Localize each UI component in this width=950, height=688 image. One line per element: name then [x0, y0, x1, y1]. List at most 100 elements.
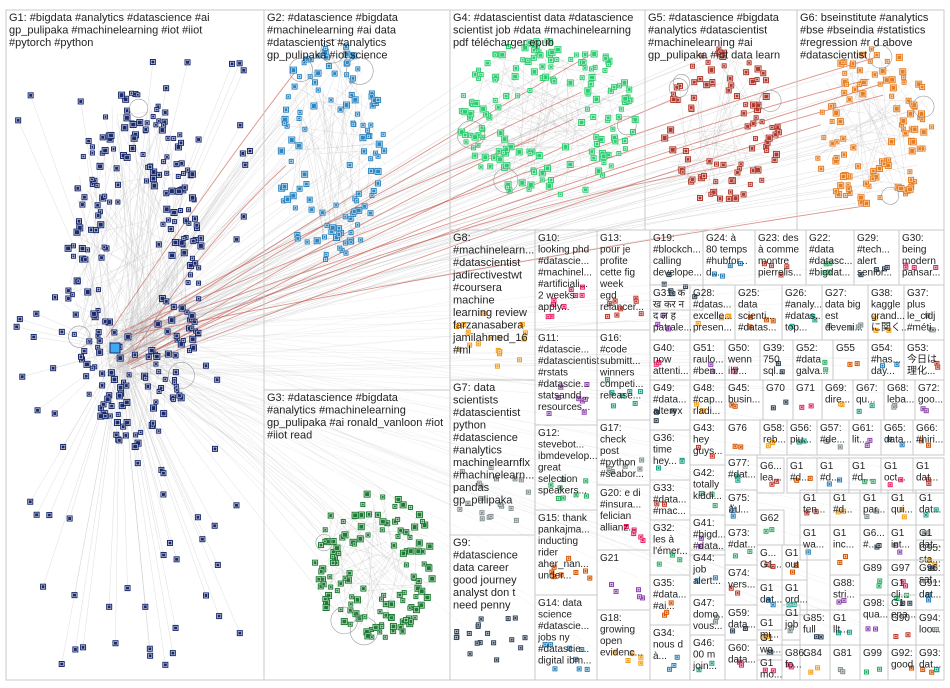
node-fill [124, 433, 128, 437]
edge [362, 544, 397, 615]
edge [340, 66, 348, 179]
group-label: pansar... [902, 268, 940, 279]
node-fill [585, 495, 588, 498]
group-label: G76 [728, 423, 747, 434]
node-fill [176, 144, 181, 149]
node-fill [298, 75, 301, 78]
node-fill [768, 651, 771, 654]
node-fill [91, 178, 94, 181]
node-fill [549, 65, 552, 68]
group-label: winners [599, 368, 634, 379]
edge [835, 127, 910, 138]
node-fill [360, 135, 365, 140]
node-fill [663, 283, 666, 286]
node-fill [384, 636, 387, 639]
node-fill [692, 96, 696, 100]
group-label: G19: [653, 233, 675, 244]
node-fill [361, 503, 364, 506]
node-fill [113, 641, 117, 645]
group-label: data... [728, 655, 756, 666]
edge [119, 216, 244, 351]
edge [821, 121, 894, 153]
hub-node [456, 120, 485, 149]
node-fill [473, 72, 477, 76]
node-fill [430, 576, 435, 581]
node-fill [739, 445, 742, 448]
edge [131, 175, 605, 338]
edge [119, 88, 167, 351]
edge [119, 125, 241, 351]
group-label: resources... [538, 402, 590, 413]
group-label: G4: #datascientist data #datascience [453, 12, 633, 24]
node-fill [107, 605, 111, 609]
node-fill [107, 320, 112, 325]
node-fill [370, 194, 373, 197]
node-fill [71, 293, 74, 296]
group-label: G52: [796, 343, 818, 354]
node-fill [744, 70, 748, 74]
edge [483, 151, 575, 172]
edge [868, 102, 871, 131]
node-fill [667, 327, 670, 330]
node-fill [164, 299, 168, 303]
node-fill [526, 59, 529, 62]
edge [865, 92, 910, 131]
edge [106, 82, 723, 352]
node-fill [381, 528, 384, 531]
group-label: raulo... [693, 355, 724, 366]
edge [110, 345, 913, 472]
node-fill [415, 586, 420, 591]
node-fill [197, 297, 200, 300]
edge [74, 349, 121, 596]
group-label: pour je [600, 245, 631, 256]
node-fill [401, 629, 405, 633]
group-label: #datas... [693, 300, 731, 311]
edge [108, 186, 351, 352]
node-fill [413, 616, 416, 619]
group-label: wenn [727, 355, 752, 366]
node-fill [291, 193, 296, 198]
node-fill [351, 53, 356, 58]
node-fill [144, 377, 147, 380]
group-label: G21 [600, 553, 619, 564]
node-fill [409, 506, 412, 509]
group-label: G9: [453, 537, 471, 549]
node-fill [180, 306, 185, 311]
group-label: G89 [863, 563, 882, 574]
group-label: G84 [803, 648, 822, 659]
group-label: scienti... [738, 311, 775, 322]
node-fill [344, 252, 347, 255]
group-label: G43: [693, 423, 715, 434]
group-label: à comme [758, 245, 800, 256]
edge [361, 535, 410, 581]
node-fill [282, 184, 287, 189]
group-label: science [538, 610, 572, 621]
edge [148, 128, 160, 155]
edge [107, 354, 681, 448]
node-fill [770, 528, 773, 531]
edge [99, 279, 130, 314]
node-fill [76, 186, 80, 190]
node-fill [378, 630, 381, 633]
edge [502, 66, 601, 124]
group-label: #ml [453, 345, 471, 357]
node-fill [331, 561, 335, 565]
node-fill [390, 616, 394, 620]
node-fill [355, 199, 358, 202]
edge [111, 357, 461, 374]
node-fill [172, 398, 175, 401]
node-fill [401, 551, 406, 556]
node-fill [553, 667, 556, 670]
node-fill [620, 108, 623, 111]
edge [874, 97, 910, 124]
group-label: G53: [907, 343, 929, 354]
edge [128, 52, 704, 343]
edge [107, 96, 834, 363]
edge [123, 118, 505, 332]
edge [123, 373, 686, 382]
group-label: mi... [760, 630, 779, 641]
node-fill [612, 85, 616, 89]
node-fill [574, 294, 577, 297]
node-fill [362, 149, 366, 153]
node-fill [836, 192, 841, 197]
